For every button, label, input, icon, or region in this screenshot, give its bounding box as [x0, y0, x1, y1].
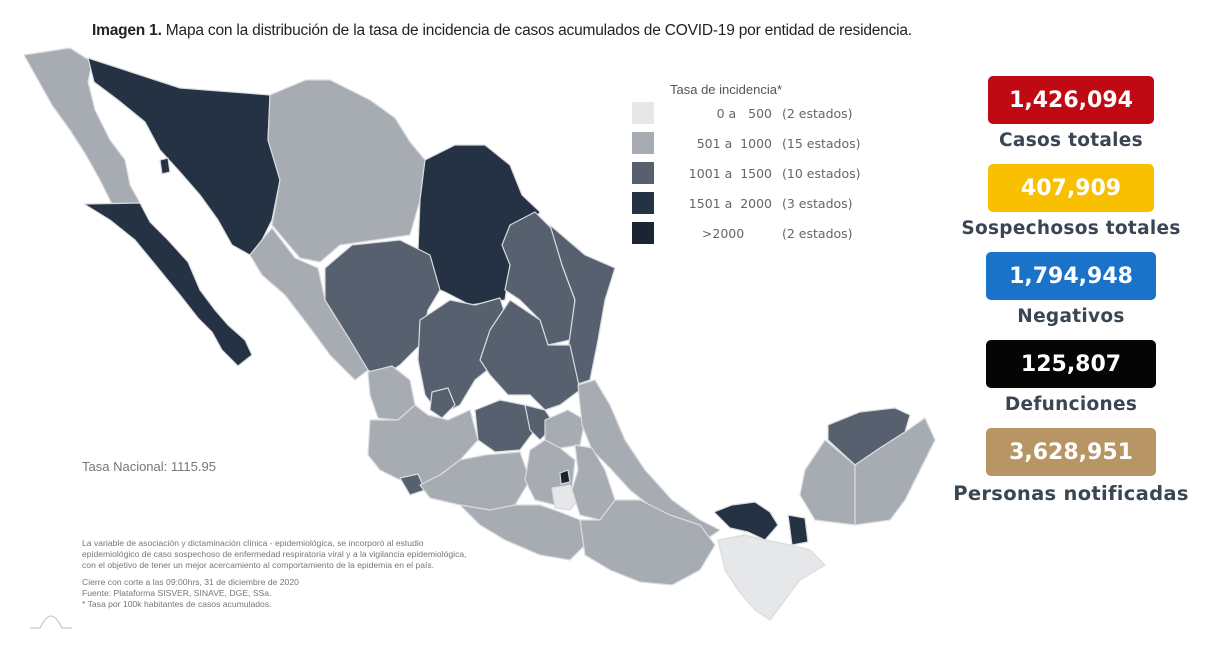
- stat-value-box: 1,794,948: [986, 252, 1156, 300]
- legend-range: 501 a 1000: [696, 135, 772, 151]
- legend-item: >2000 (2 estados): [632, 218, 861, 248]
- state-hidalgo[interactable]: [544, 409, 586, 449]
- stat-label: Personas notificadas: [953, 482, 1189, 505]
- state-aguascalientes[interactable]: [429, 387, 456, 419]
- stat-label: Negativos: [1017, 306, 1125, 327]
- source-note: Fuente: Plataforma SISVER, SINAVE, DGE, …: [82, 587, 272, 598]
- state-baja-california[interactable]: [23, 47, 141, 205]
- state-veracruz[interactable]: [577, 379, 721, 541]
- cutoff-note: Cierre con corte a las 09:00hrs, 31 de d…: [82, 576, 299, 587]
- legend-item: 501 a 1000 (15 estados): [632, 128, 861, 158]
- legend-count: (10 estados): [782, 165, 861, 181]
- state-quintana-roo[interactable]: [854, 417, 936, 526]
- national-rate: Tasa Nacional: 1115.95: [82, 459, 216, 474]
- methodology-notes: La variable de asociación y dictaminació…: [82, 538, 467, 610]
- legend-swatch: [632, 222, 654, 244]
- state-chiapas[interactable]: [717, 534, 826, 621]
- legend-title: Tasa de incidencia*: [670, 82, 783, 97]
- legend-range: 1501 a 2000: [688, 195, 772, 211]
- stat-label: Sospechosos totales: [961, 218, 1181, 239]
- stat-defunciones: 125,807 Defunciones: [940, 340, 1202, 428]
- note-line: La variable de asociación y dictaminació…: [82, 538, 424, 548]
- legend-range: >2000: [701, 225, 772, 241]
- legend-count: (15 estados): [782, 135, 861, 151]
- stat-negativos: 1,794,948 Negativos: [940, 252, 1202, 340]
- footnote: * Tasa por 100k habitantes de casos acum…: [82, 599, 272, 610]
- legend-swatch: [632, 132, 654, 154]
- stat-personas-notificadas: 3,628,951 Personas notificadas: [940, 428, 1202, 518]
- note-line: epidemiológico de caso sospechoso de enf…: [82, 549, 467, 560]
- state-guanajuato[interactable]: [474, 399, 536, 453]
- legend-range: 0 a 500: [716, 105, 772, 121]
- stats-panel: 1,426,094 Casos totales 407,909 Sospecho…: [940, 76, 1202, 518]
- state-jalisco[interactable]: [367, 404, 479, 486]
- state-cdmx[interactable]: [559, 469, 571, 485]
- legend-count: (2 estados): [782, 225, 853, 241]
- legend-swatch: [632, 192, 654, 214]
- state-san-luis-potosi[interactable]: [479, 299, 581, 411]
- stat-sospechosos-totales: 407,909 Sospechosos totales: [940, 164, 1202, 252]
- epidemic-curve-logo-icon: [30, 615, 72, 629]
- stat-casos-totales: 1,426,094 Casos totales: [940, 76, 1202, 164]
- stat-value-box: 125,807: [986, 340, 1156, 388]
- stat-label: Defunciones: [1004, 394, 1138, 415]
- state-tamaulipas[interactable]: [549, 224, 616, 386]
- map-legend: Tasa de incidencia* 0 a 500 (2 estados) …: [632, 82, 861, 248]
- legend-item: 1501 a 2000 (3 estados): [632, 188, 861, 218]
- legend-item: 1001 a 1500 (10 estados): [632, 158, 861, 188]
- stat-value-box: 407,909: [988, 164, 1154, 212]
- figure-title-text: Mapa con la distribución de la tasa de i…: [161, 22, 912, 39]
- figure-title: Imagen 1. Mapa con la distribución de la…: [92, 22, 912, 40]
- state-tabasco-east[interactable]: [787, 514, 809, 546]
- stat-value-box: 1,426,094: [988, 76, 1154, 124]
- island-tiburon: [159, 157, 171, 175]
- legend-range: 1001 a 1500: [688, 165, 772, 181]
- legend-swatch: [632, 102, 654, 124]
- note-line: con el objetivo de tener un mejor acerca…: [82, 560, 435, 571]
- state-tabasco[interactable]: [713, 501, 779, 541]
- state-oaxaca[interactable]: [579, 499, 716, 586]
- state-baja-california-sur[interactable]: [83, 202, 253, 367]
- figure-title-prefix: Imagen 1.: [92, 22, 162, 39]
- legend-item: 0 a 500 (2 estados): [632, 98, 861, 128]
- legend-swatch: [632, 162, 654, 184]
- state-chihuahua[interactable]: [267, 79, 426, 263]
- stat-label: Casos totales: [999, 130, 1143, 151]
- legend-count: (2 estados): [782, 105, 853, 121]
- stat-value-box: 3,628,951: [986, 428, 1156, 476]
- legend-count: (3 estados): [782, 195, 853, 211]
- state-morelos[interactable]: [551, 484, 579, 511]
- state-guerrero[interactable]: [459, 504, 586, 561]
